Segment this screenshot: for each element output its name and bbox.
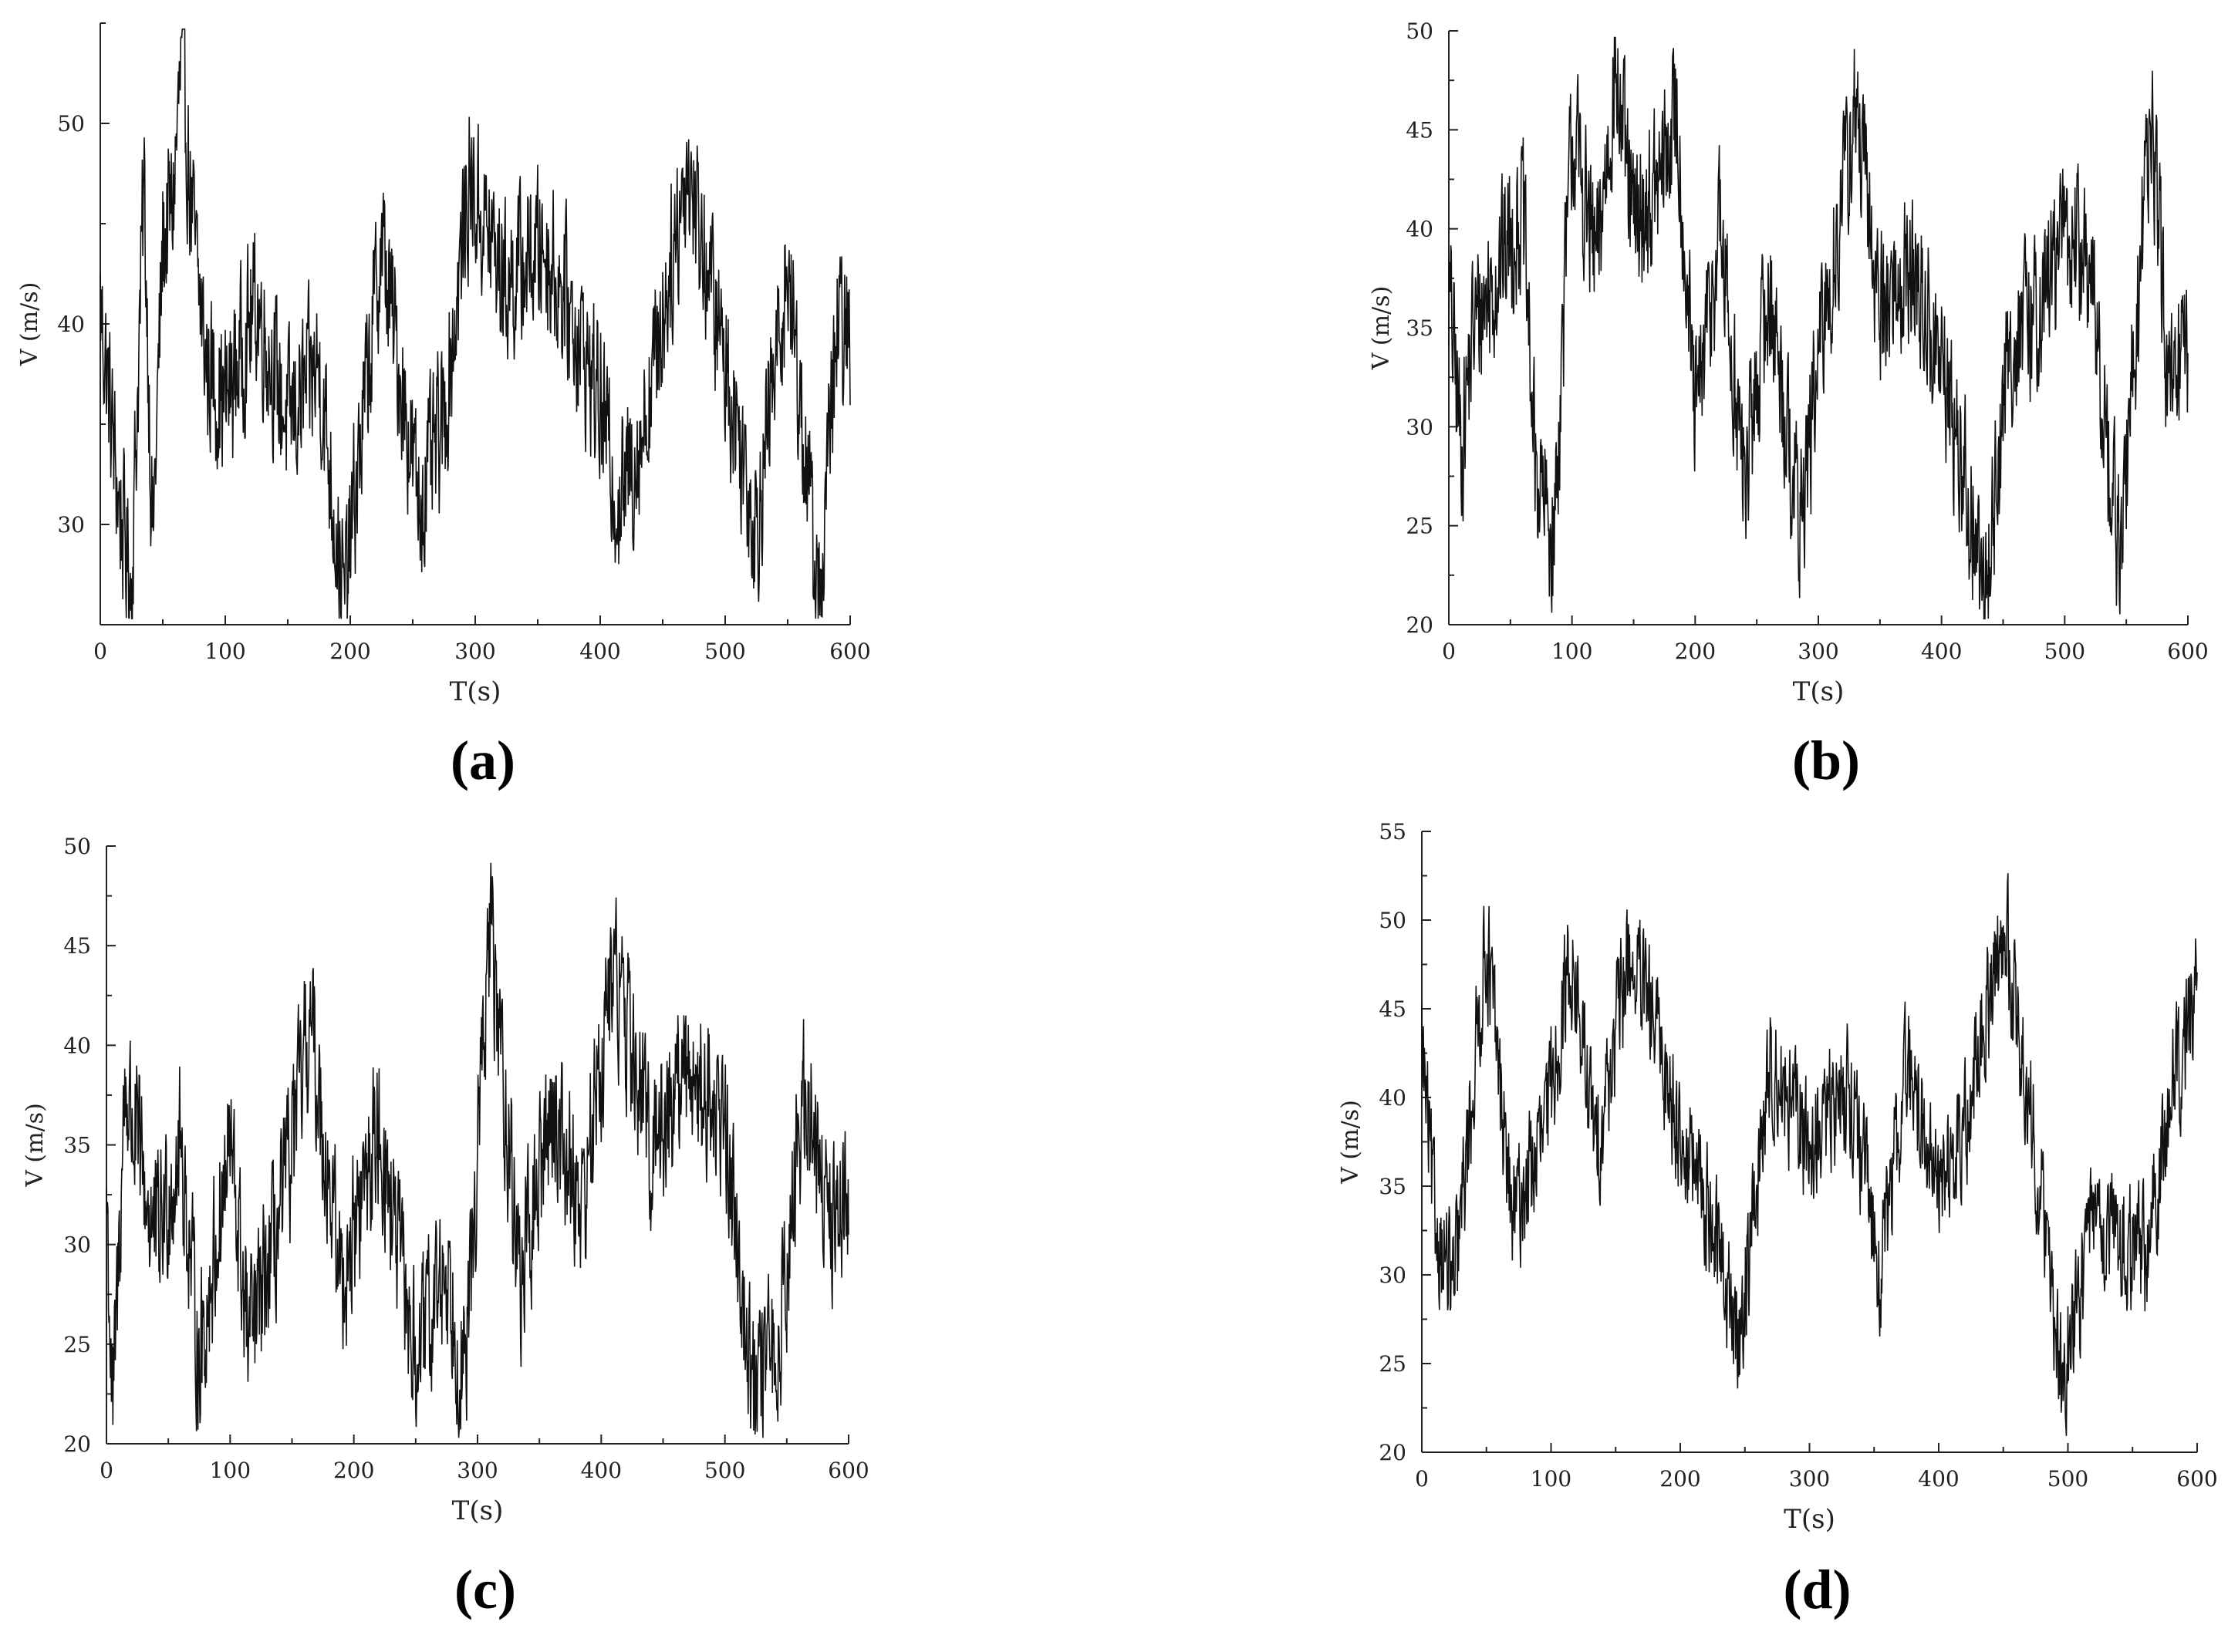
x-tick-label: 500	[704, 1458, 745, 1483]
y-tick-label: 45	[1406, 117, 1433, 143]
axes-frame	[1448, 31, 2188, 625]
x-tick-label: 100	[210, 1458, 251, 1483]
y-axis-title: V (m/s)	[16, 282, 43, 367]
panel-label: (b)	[1792, 730, 1860, 791]
series-line	[100, 29, 851, 619]
y-tick-label: 50	[1379, 908, 1406, 933]
y-ticks: 20 25 30 35 40 45 50 55	[1379, 819, 1431, 1465]
y-tick-label: 55	[1379, 819, 1406, 845]
x-tick-label: 0	[93, 639, 107, 664]
x-tick-label: 300	[457, 1458, 498, 1483]
x-tick-label: 400	[579, 639, 620, 664]
y-tick-label: 25	[1379, 1351, 1406, 1377]
y-tick-label: 20	[1406, 612, 1433, 638]
series-line	[1421, 873, 2198, 1436]
x-tick-label: 600	[829, 639, 870, 664]
x-tick-label: 200	[329, 639, 370, 664]
x-tick-label: 400	[1918, 1466, 1959, 1492]
x-tick-label: 600	[2167, 639, 2208, 664]
x-tick-label: 100	[204, 639, 245, 664]
y-tick-label: 40	[1379, 1085, 1406, 1111]
y-tick-label: 40	[63, 1033, 91, 1058]
y-ticks: 20 25 30 35 40 45 50	[1406, 19, 1458, 638]
x-tick-label: 300	[454, 639, 495, 664]
x-ticks: 0 100 200 300 400 500 600	[1415, 1443, 2218, 1492]
y-axis-title: V (m/s)	[1368, 286, 1395, 371]
x-ticks: 0 100 200 300 400 500 600	[100, 1435, 869, 1483]
y-tick-label: 30	[57, 512, 85, 538]
x-tick-label: 300	[1798, 639, 1838, 664]
y-tick-label: 40	[57, 312, 85, 337]
x-tick-label: 100	[1551, 639, 1592, 664]
y-tick-label: 25	[1406, 514, 1433, 539]
y-tick-label: 20	[63, 1431, 91, 1457]
y-tick-label: 50	[1406, 19, 1433, 44]
x-tick-label: 400	[581, 1458, 622, 1483]
x-tick-label: 500	[2044, 639, 2085, 664]
y-tick-label: 50	[63, 834, 91, 859]
axes-frame	[100, 23, 850, 625]
y-axis-title: V (m/s)	[1337, 1100, 1364, 1185]
x-tick-label: 200	[1675, 639, 1716, 664]
x-tick-label: 100	[1531, 1466, 1571, 1492]
x-axis-title: T(s)	[452, 1495, 504, 1526]
series-line	[106, 862, 849, 1438]
x-tick-label: 300	[1789, 1466, 1830, 1492]
x-ticks: 0 100 200 300 400 500 600	[1442, 615, 2209, 664]
x-ticks: 0 100 200 300 400 500 600	[93, 615, 871, 664]
panel-label: (d)	[1784, 1559, 1852, 1620]
x-tick-label: 600	[828, 1458, 869, 1483]
y-tick-label: 45	[63, 933, 91, 959]
x-tick-label: 200	[1659, 1466, 1700, 1492]
y-tick-label: 30	[1379, 1263, 1406, 1288]
y-ticks: 20 25 30 35 40 45 50	[63, 834, 116, 1457]
y-tick-label: 20	[1379, 1440, 1406, 1465]
y-tick-label: 50	[57, 111, 85, 137]
x-tick-label: 600	[2176, 1466, 2217, 1492]
y-tick-label: 25	[63, 1332, 91, 1357]
y-tick-label: 30	[63, 1232, 91, 1258]
x-tick-label: 200	[333, 1458, 374, 1483]
panel-label: (c)	[454, 1559, 516, 1620]
x-tick-label: 400	[1921, 639, 1962, 664]
x-tick-label: 0	[100, 1458, 113, 1483]
x-tick-label: 500	[704, 639, 745, 664]
x-tick-label: 0	[1442, 639, 1456, 664]
x-axis-title: T(s)	[1793, 676, 1845, 707]
x-axis-title: T(s)	[450, 676, 501, 707]
chart-panel-d: 20 25 30 35 40 45 50 55 0 100 200 300 400 500 600 T(s…	[1337, 819, 2218, 1620]
y-tick-label: 45	[1379, 996, 1406, 1022]
y-tick-label: 30	[1406, 414, 1433, 440]
x-axis-title: T(s)	[1784, 1504, 1835, 1535]
x-tick-label: 500	[2047, 1466, 2088, 1492]
panel-label: (a)	[451, 730, 515, 791]
y-tick-label: 35	[63, 1133, 91, 1158]
x-tick-label: 0	[1415, 1466, 1429, 1492]
series-line	[1448, 36, 2189, 620]
y-tick-label: 35	[1406, 315, 1433, 341]
y-tick-label: 40	[1406, 217, 1433, 242]
y-tick-label: 35	[1379, 1174, 1406, 1199]
y-axis-title: V (m/s)	[22, 1103, 49, 1188]
